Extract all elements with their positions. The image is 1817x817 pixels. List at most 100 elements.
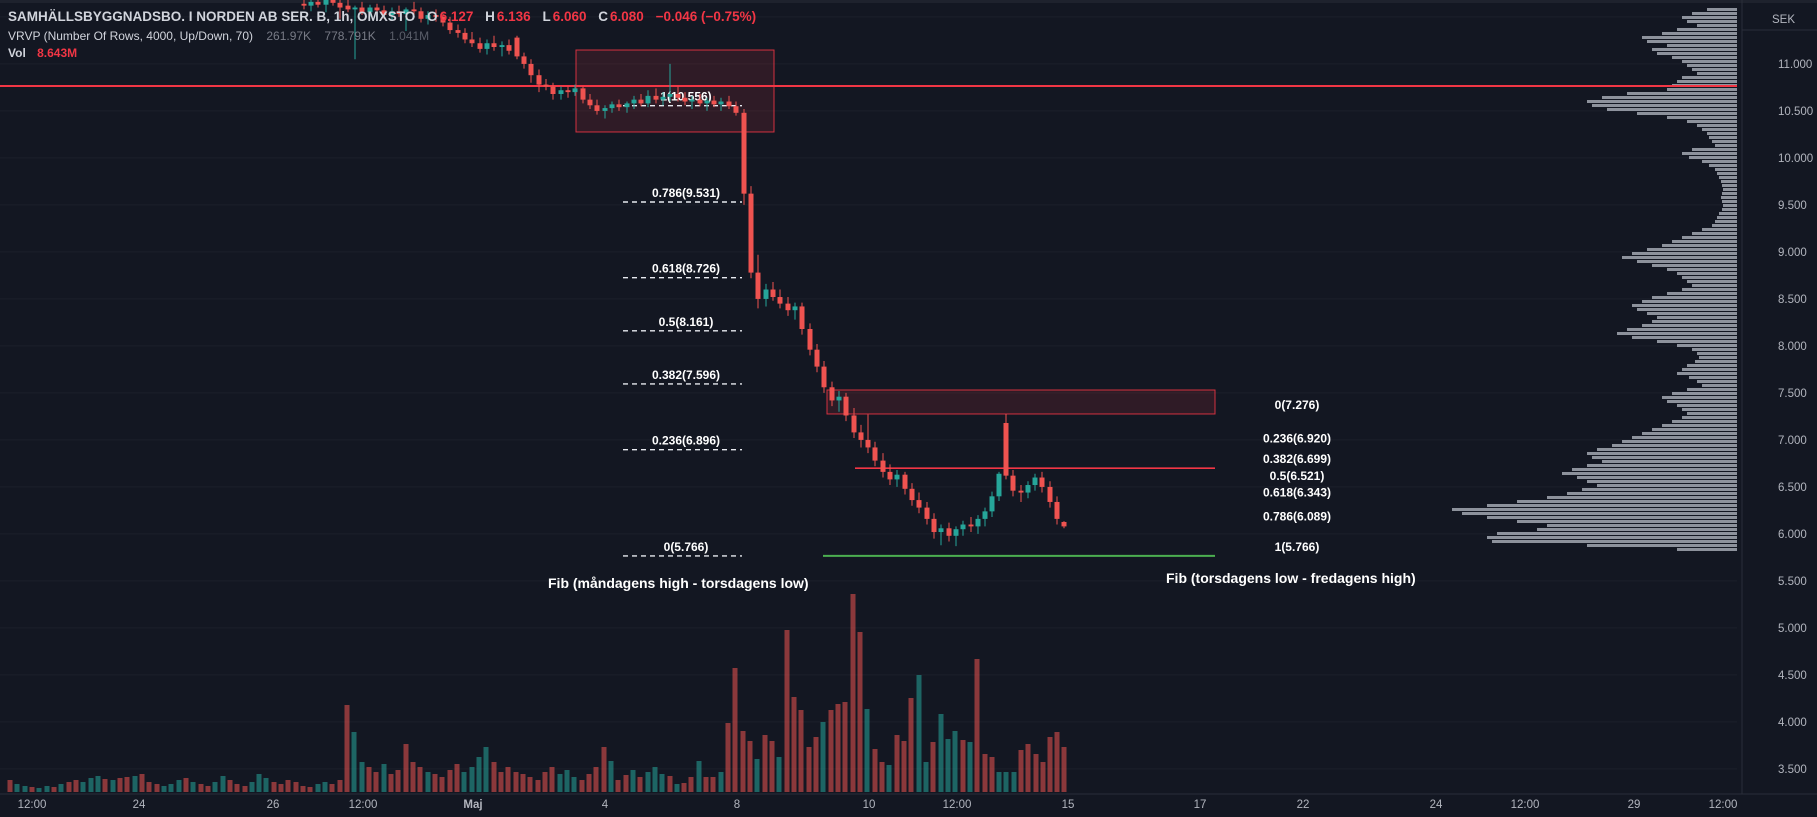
price-tick-label[interactable]: 8.500 xyxy=(1778,294,1807,306)
volume-profile-row xyxy=(1492,540,1737,543)
price-tick-label[interactable]: 9.500 xyxy=(1778,200,1807,212)
candles-layer xyxy=(301,0,1067,547)
time-tick-label[interactable]: 29 xyxy=(1628,799,1641,811)
price-tick-label[interactable]: 7.000 xyxy=(1778,435,1807,447)
volume-bar xyxy=(154,784,160,792)
volume-bar xyxy=(198,784,204,792)
volume-profile-row xyxy=(1722,208,1737,211)
price-tick-label[interactable]: 4.500 xyxy=(1778,670,1807,682)
volume-profile-row xyxy=(1712,140,1737,143)
candle-body xyxy=(396,11,402,15)
volume-profile-row xyxy=(1707,132,1737,135)
time-tick-label[interactable]: 15 xyxy=(1062,799,1075,811)
time-tick-label[interactable]: 26 xyxy=(267,799,280,811)
time-tick-label[interactable]: 12:00 xyxy=(943,799,972,811)
candle-body xyxy=(469,39,475,44)
price-tick-label[interactable]: 5.500 xyxy=(1778,576,1807,588)
price-tick-label[interactable]: 8.000 xyxy=(1778,341,1807,353)
time-tick-label[interactable]: 24 xyxy=(1430,799,1443,811)
fib-left-level-label: 0.618(8.726) xyxy=(652,262,720,276)
volume-profile-row xyxy=(1687,364,1737,367)
price-tick-label[interactable]: 9.000 xyxy=(1778,247,1807,259)
volume-profile-row xyxy=(1699,356,1737,359)
time-tick-label[interactable]: Maj xyxy=(463,799,482,811)
time-tick-label[interactable]: 12:00 xyxy=(1709,799,1738,811)
price-tick-label[interactable]: 6.500 xyxy=(1778,482,1807,494)
price-tick-label[interactable]: 5.000 xyxy=(1778,623,1807,635)
volume-profile-row xyxy=(1702,228,1737,231)
indicator-legend-row[interactable]: VRVP (Number Of Rows, 4000, Up/Down, 70)… xyxy=(8,29,431,43)
candle-body xyxy=(536,75,542,85)
volume-bar xyxy=(652,767,658,792)
supply-zone-2[interactable] xyxy=(826,389,1216,415)
volume-bar xyxy=(938,714,944,792)
price-tick-label[interactable]: 7.500 xyxy=(1778,388,1807,400)
volume-bar xyxy=(762,735,768,792)
time-tick-label[interactable]: 12:00 xyxy=(1511,799,1540,811)
volume-profile-row xyxy=(1722,184,1737,187)
supply-zone-1[interactable] xyxy=(575,49,775,133)
volume-bar xyxy=(535,780,541,792)
time-tick-label[interactable]: 22 xyxy=(1297,799,1310,811)
volume-profile-row xyxy=(1657,340,1737,343)
volume-bar xyxy=(322,782,328,792)
price-tick-label[interactable]: 10.000 xyxy=(1778,153,1813,165)
price-axis-currency[interactable]: SEK xyxy=(1772,14,1795,26)
time-tick-label[interactable]: 8 xyxy=(734,799,740,811)
low-label: L xyxy=(542,9,551,24)
candle-body xyxy=(565,90,571,93)
volume-bar xyxy=(359,762,365,792)
time-tick-label[interactable]: 10 xyxy=(863,799,876,811)
volume-bar xyxy=(139,774,145,792)
volume-profile-row xyxy=(1677,344,1737,347)
volume-profile-row xyxy=(1452,508,1737,511)
time-tick-label[interactable]: 12:00 xyxy=(18,799,47,811)
volume-bar xyxy=(44,786,50,792)
fib-right-layer[interactable]: 0(7.276) 0.236(6.920) 0.382(6.699) 0.5(6.52… xyxy=(1263,398,1331,554)
volume-bar xyxy=(73,780,79,792)
candle-body xyxy=(689,99,695,102)
volume-legend-row[interactable]: Vol 8.643M xyxy=(8,46,79,60)
fib-annotation-right[interactable]: Fib (torsdagens low - fredagens high) xyxy=(1166,570,1416,586)
candle-body xyxy=(484,43,490,49)
candle-body xyxy=(645,95,651,104)
volume-bar xyxy=(908,698,914,792)
price-tick-label[interactable]: 6.000 xyxy=(1778,529,1807,541)
fib-annotation-left[interactable]: Fib (måndagens high - torsdagens low) xyxy=(548,575,809,591)
volume-bar xyxy=(425,772,431,792)
volume-profile-row xyxy=(1462,512,1737,515)
candle-body xyxy=(938,528,944,533)
time-tick-label[interactable]: 24 xyxy=(133,799,146,811)
fib-left-level-label: 0.786(9.531) xyxy=(652,186,720,200)
top-toolbar-edge xyxy=(0,0,1817,3)
price-tick-label[interactable]: 11.000 xyxy=(1778,59,1812,71)
volume-bar xyxy=(820,722,826,792)
indicator-value-3: 1.041M xyxy=(389,29,430,43)
price-tick-label[interactable]: 4.000 xyxy=(1778,717,1807,729)
indicator-name: VRVP (Number Of Rows, 4000, Up/Down, 70) xyxy=(8,29,253,43)
drawing-lines-layer[interactable] xyxy=(0,85,1737,557)
volume-bar xyxy=(454,764,460,792)
volume-profile-row xyxy=(1721,180,1737,183)
volume-bar xyxy=(667,776,673,792)
volume-bar xyxy=(637,777,643,792)
symbol-legend-row[interactable]: SAMHÄLLSBYGGNADSBO. I NORDEN AB SER. B, … xyxy=(8,9,758,24)
volume-bar xyxy=(132,776,138,792)
time-tick-label[interactable]: 4 xyxy=(602,799,609,811)
time-tick-label[interactable]: 12:00 xyxy=(349,799,378,811)
volume-bar xyxy=(974,659,980,792)
price-tick-label[interactable]: 10.500 xyxy=(1778,106,1813,118)
candle-body xyxy=(580,88,586,100)
time-tick-label[interactable]: 17 xyxy=(1194,799,1207,811)
volume-bar xyxy=(263,778,269,792)
volume-profile-row xyxy=(1587,452,1737,455)
volume-profile-row xyxy=(1692,12,1737,15)
zones-layer[interactable] xyxy=(575,49,1216,415)
price-tick-label[interactable]: 3.500 xyxy=(1778,764,1807,776)
volume-bar xyxy=(234,784,240,792)
volume-bar xyxy=(623,775,629,792)
fib-left-layer[interactable]: 1(10.556)0.786(9.531)0.618(8.726)0.5(8.1… xyxy=(623,90,742,557)
